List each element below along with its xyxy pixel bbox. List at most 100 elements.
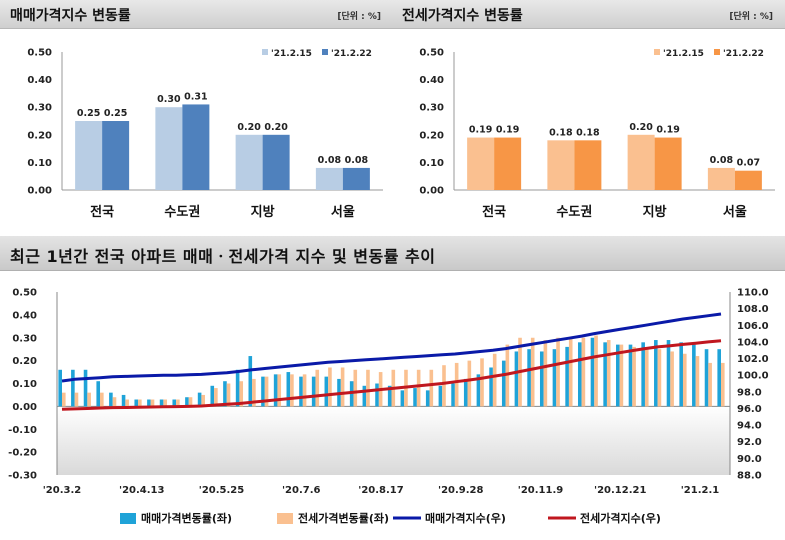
trend-sale-bar — [324, 376, 329, 407]
trend-sale-bar — [679, 342, 683, 407]
trend-jeonse-bar — [176, 399, 180, 407]
jeonse-legend-swatch — [714, 49, 720, 55]
trend-sale-bar — [299, 376, 303, 407]
trend-sale-bar — [210, 385, 215, 407]
sale-category-label: 지방 — [251, 204, 275, 220]
trend-jeonse-bar — [581, 337, 586, 407]
sale-bar-value-label: 0.08 — [318, 155, 342, 166]
trend-sale-bar — [717, 349, 721, 407]
trend-jeonse-bar — [201, 394, 206, 407]
trend-jeonse-bar — [442, 365, 446, 407]
trend-jeonse-index-line — [61, 339, 722, 411]
sale-y-tick-label: 0.20 — [27, 130, 52, 141]
sale-legend-label: '21.2.15 — [271, 49, 312, 59]
sale-y-tick-label: 0.00 — [27, 186, 52, 197]
trend-jeonse-bar — [429, 369, 434, 407]
jeonse-bar-value-label: 0.19 — [496, 125, 519, 136]
trend-right-tick-label: 92.0 — [737, 437, 762, 448]
sale-bar — [155, 107, 183, 190]
trend-jeonse-bar — [568, 337, 573, 407]
trend-sale-bar — [71, 369, 75, 407]
trend-legend-swatch — [277, 513, 293, 524]
sale-change-header: 매매가격지수 변동률 [단위 : %] — [0, 0, 393, 29]
jeonse-category-label: 지방 — [643, 204, 667, 220]
trend-jeonse-bar — [125, 399, 129, 407]
trend-sale-bar — [666, 340, 671, 407]
trend-sale-bar — [197, 392, 202, 407]
trend-jeonse-bar — [657, 349, 662, 407]
jeonse-bar — [574, 140, 602, 190]
trend-sale-bar — [121, 394, 126, 407]
sale-bar-value-label: 0.31 — [184, 91, 207, 102]
trend-sale-bar — [565, 346, 569, 407]
trend-right-tick-label: 88.0 — [737, 471, 762, 482]
trend-jeonse-bar — [62, 392, 66, 407]
trend-x-tick-label: '20.3.2 — [43, 485, 82, 496]
jeonse-legend-swatch — [654, 49, 660, 55]
trend-jeonse-bar — [138, 399, 142, 407]
sale-category-label: 전국 — [90, 204, 114, 220]
trend-right-tick-label: 106.0 — [737, 321, 769, 332]
sale-bar-value-label: 0.20 — [237, 122, 261, 133]
trend-jeonse-bar — [454, 362, 459, 407]
trend-jeonse-bar — [100, 392, 104, 407]
trend-panel: 최근 1년간 전국 아파트 매매ㆍ전세가격 지수 및 변동률 추이 0.50 0.… — [0, 236, 785, 540]
trend-sale-bar — [413, 388, 417, 407]
trend-sale-bar — [476, 374, 481, 407]
jeonse-change-chart: 0.00 0.10 0.20 0.30 0.40 0.50 '21.2.15 '21.2.22… — [419, 48, 775, 220]
trend-chart: 0.50 0.40 0.30 0.20 0.10 0.00 -0.10 -0.20 -0.30 1… — [8, 288, 769, 526]
trend-right-tick-label: 104.0 — [737, 337, 769, 348]
trend-jeonse-bar — [721, 362, 725, 407]
trend-jeonse-bar — [290, 374, 294, 407]
trend-jeonse-bar — [695, 356, 700, 407]
trend-right-tick-label: 98.0 — [737, 387, 762, 398]
trend-legend-label: 전세가격지수(우) — [580, 511, 661, 525]
trend-jeonse-bar — [606, 340, 611, 407]
trend-jeonse-bar — [416, 369, 421, 407]
trend-sale-bar — [539, 351, 544, 407]
trend-jeonse-bar — [492, 353, 497, 407]
trend-left-tick-label: 0.30 — [12, 333, 37, 344]
trend-jeonse-bar — [594, 335, 598, 407]
jeonse-y-tick-label: 0.10 — [419, 158, 444, 169]
trend-jeonse-bar — [708, 362, 712, 407]
sale-bar — [315, 167, 343, 190]
trend-right-tick-label: 100.0 — [737, 371, 769, 382]
sale-category-label: 서울 — [331, 204, 355, 220]
trend-jeonse-bar — [302, 374, 307, 407]
jeonse-legend-label: '21.2.22 — [723, 49, 764, 59]
trend-x-tick-label: '20.9.28 — [438, 485, 483, 496]
trend-left-tick-label: 0.00 — [12, 402, 37, 413]
jeonse-change-panel: 전세가격지수 변동률 [단위 : %] 0.00 0.10 0.20 0.30 0.40… — [392, 0, 785, 225]
trend-sale-bar — [248, 356, 253, 407]
trend-sale-bar — [425, 390, 430, 407]
sale-y-tick-label: 0.10 — [27, 158, 52, 169]
sale-bar — [235, 134, 263, 190]
trend-left-tick-label: -0.20 — [8, 448, 37, 459]
sale-bar — [75, 121, 103, 190]
trend-sale-bar — [552, 349, 557, 407]
trend-right-tick-label: 94.0 — [737, 421, 762, 432]
jeonse-change-header: 전세가격지수 변동률 [단위 : %] — [392, 0, 785, 29]
trend-jeonse-bar — [252, 378, 256, 407]
sale-change-panel: 매매가격지수 변동률 [단위 : %] 0.00 0.10 0.20 0.30 0.40… — [0, 0, 393, 225]
trend-sale-bar — [463, 378, 468, 407]
jeonse-category-label: 서울 — [723, 204, 747, 220]
jeonse-y-tick-label: 0.50 — [419, 48, 444, 59]
sale-category-label: 수도권 — [164, 205, 200, 220]
jeonse-bar — [467, 137, 495, 190]
jeonse-y-tick-label: 0.00 — [419, 186, 444, 197]
jeonse-bar — [654, 137, 682, 190]
trend-jeonse-bar — [644, 349, 649, 407]
sale-legend-swatch — [262, 49, 268, 55]
sale-change-unit: [단위 : %] — [337, 12, 381, 22]
trend-jeonse-bar — [87, 392, 91, 407]
sale-y-tick-label: 0.30 — [27, 103, 52, 114]
trend-sale-bar — [590, 337, 595, 407]
trend-legend-label: 전세가격변동률(좌) — [298, 511, 389, 525]
trend-jeonse-bar — [543, 340, 548, 407]
trend-sale-bar — [400, 390, 405, 407]
trend-sale-bar — [577, 342, 582, 407]
trend-jeonse-bar — [264, 376, 269, 407]
trend-negative-area — [57, 406, 730, 475]
